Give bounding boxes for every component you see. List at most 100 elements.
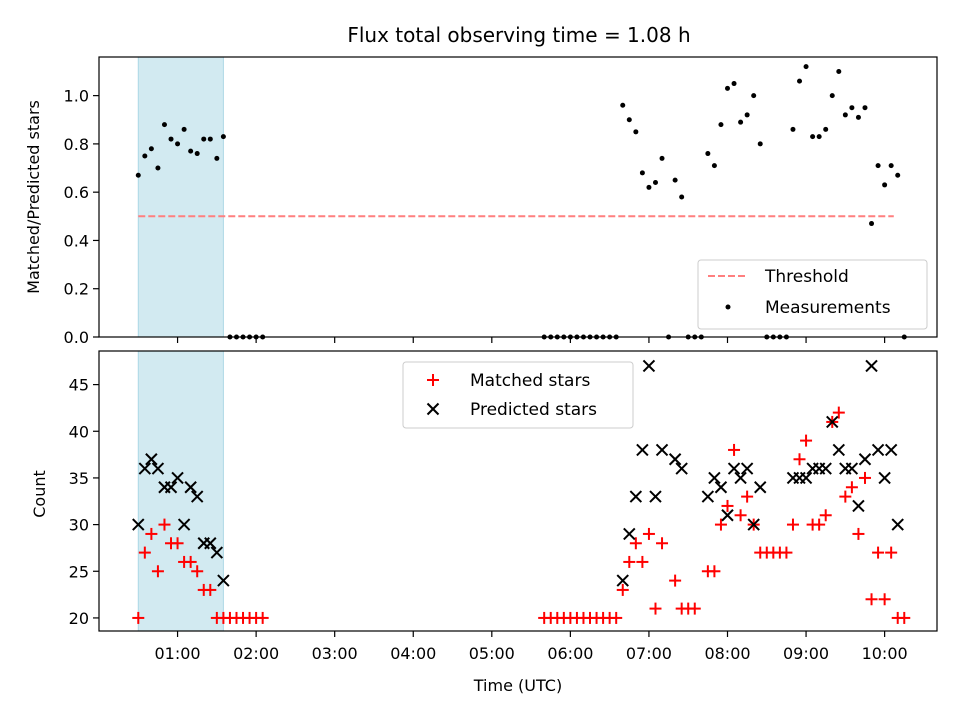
predicted-star-point-b [819,462,832,475]
matched-star-point [642,527,655,540]
y-tick-label: 30 [69,516,89,535]
matched-star-point [741,490,754,503]
measurement-point [803,64,809,70]
predicted-star-point-b [655,443,669,457]
predicted-star-point-b [727,462,741,475]
matched-star-point [852,527,865,540]
predicted-star-point [701,490,715,503]
matched-star-point [171,537,184,550]
x-tick-label: 06:00 [547,644,593,663]
matched-star-point [138,546,151,559]
matched-star-point [656,537,669,550]
measurement-point [168,136,174,142]
y-tick-label: 20 [69,609,89,628]
predicted-star-point-b [164,481,178,494]
shaded-interval [137,56,224,338]
measurement-point [135,172,141,178]
matched-star-point [145,527,158,540]
predicted-star-point [799,471,813,485]
measurement-point [731,81,737,87]
measurement-point [620,102,626,108]
measurement-point [711,163,717,169]
predicted-star-point [878,471,891,485]
matched-star-point [793,453,806,466]
matched-stars-points [132,406,911,624]
predicted-star-point [832,443,846,457]
y-tick-label: 45 [69,376,89,395]
measurement-point [214,155,220,161]
count-legend: Matched stars Predicted stars [402,361,634,429]
measurement-point [175,141,181,147]
measurement-point [194,151,200,157]
predicted-star-point [177,518,191,531]
y-tick-label: 0.2 [64,280,89,299]
predicted-star-point [616,574,629,587]
figure-title: Flux total observing time = 1.08 h [347,23,690,47]
measurement-point [738,119,744,125]
matched-star-point [885,546,898,559]
ratio-legend: Threshold Measurements [697,259,928,330]
predicted-star-point-b [708,471,721,485]
legend-measurement-swatch [725,304,731,310]
measurement-point [757,141,763,147]
y-tick-label: 0.6 [64,183,89,202]
predicted-star-point [649,490,662,503]
predicted-star-point-b [623,527,636,541]
count-y-label: Count [30,470,49,518]
predicted-star-point [629,490,643,503]
predicted-star-point-b [184,481,197,494]
predicted-star-point-b [642,359,656,373]
predicted-star-point [845,462,859,475]
predicted-star-point [740,462,754,475]
predicted-star-point [754,481,767,494]
matched-star-point [728,443,741,456]
predicted-star-point-b [721,509,734,522]
predicted-star-point-b [858,453,872,466]
predicted-star-point-b [832,443,846,457]
measurement-point [672,177,678,183]
predicted-star-point-b [799,471,813,485]
x-tick-label: 08:00 [704,644,750,663]
predicted-star-point [623,527,636,541]
count-panel-frame [98,350,938,632]
matched-star-point [616,583,629,596]
measurement-point [797,78,803,84]
count-y-axis: 20 25 30 35 40 45 [69,376,99,628]
matched-star-point [872,546,885,559]
measurement-point [188,148,194,154]
measurement-point [220,134,226,140]
measurement-point [679,194,685,200]
matched-star-point [629,537,642,550]
predicted-star-point [655,443,669,457]
predicted-star-point [884,443,898,457]
legend-predicted-marker [426,402,440,416]
x-tick-label: 02:00 [233,644,279,663]
y-tick-label: 0.8 [64,135,89,154]
predicted-star-point [636,443,649,457]
measurement-point [626,117,632,123]
predicted-star-point-b [217,574,230,587]
measurement-point [718,122,724,128]
matched-star-point [191,565,204,578]
measurement-point [705,151,711,157]
count-legend-box [402,361,634,429]
measurement-point [823,126,829,132]
y-tick-label: 35 [69,469,89,488]
predicted-star-point-b [210,546,224,559]
measurement-point [201,136,207,142]
ratio-panel-frame [98,56,938,338]
matched-star-point [786,518,799,531]
matched-star-point [721,499,734,512]
measurement-point [855,114,861,120]
observing-window-shade [137,56,224,338]
ratio-panel: 0.0 0.2 0.4 0.6 0.8 1.0 Matched/Predicted sta… [24,56,938,347]
measurement-point [751,93,757,99]
predicted-star-point [734,471,747,485]
predicted-star-point [826,415,839,429]
measurement-point [869,221,875,227]
measurement-point [207,136,213,142]
measurement-point [829,93,835,99]
matched-star-point [714,518,727,531]
predicted-star-point-b [826,415,839,429]
